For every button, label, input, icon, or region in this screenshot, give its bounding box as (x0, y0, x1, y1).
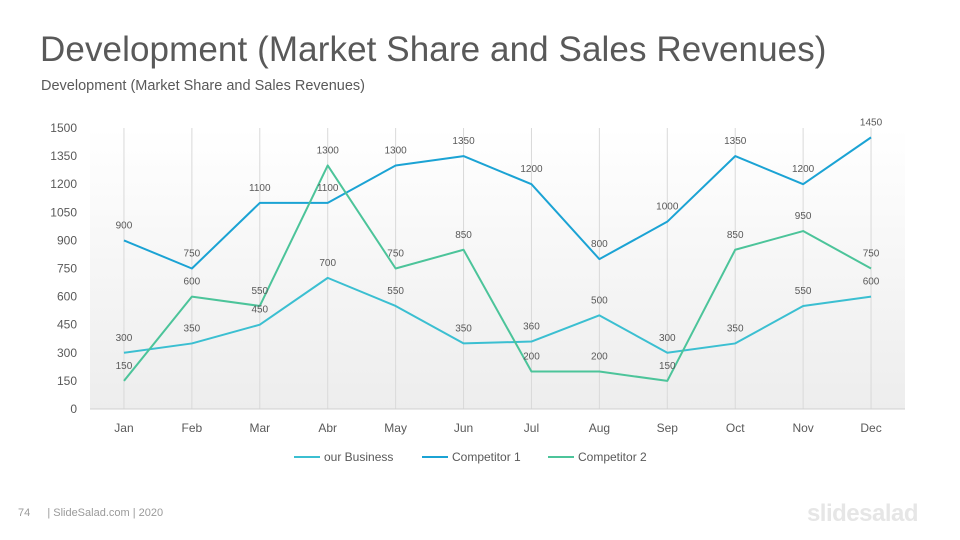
x-tick-label: Mar (249, 421, 270, 435)
data-label: 850 (455, 230, 472, 241)
data-label: 550 (387, 286, 404, 297)
data-label: 1350 (452, 136, 475, 147)
data-label: 1100 (249, 183, 271, 194)
data-label: 450 (251, 305, 268, 316)
data-label: 200 (523, 352, 540, 363)
data-label: 300 (659, 333, 676, 344)
x-axis: Jan Feb Mar Abr May Jun Jul Aug Sep Oct Nov Dec (114, 421, 881, 435)
data-label: 700 (319, 258, 336, 269)
data-label: 800 (591, 239, 608, 250)
data-label: 950 (795, 211, 812, 222)
x-tick-label: Oct (726, 421, 745, 435)
data-label: 300 (116, 333, 133, 344)
data-label: 550 (795, 286, 812, 297)
data-label: 1000 (656, 202, 679, 213)
y-tick-label: 900 (57, 233, 77, 247)
series-line-competitor_2 (123, 164, 872, 382)
y-tick-label: 1500 (50, 121, 77, 135)
data-label: 360 (523, 322, 540, 333)
x-tick-label: Jun (454, 421, 473, 435)
x-tick-label: Jul (524, 421, 539, 435)
data-labels: 300 350 450 700 550 350 360 500 300 350 550 600 900 7… (116, 117, 883, 372)
data-label: 1450 (860, 117, 883, 128)
data-label: 600 (863, 277, 880, 288)
x-tick-label: Aug (589, 421, 610, 435)
y-tick-label: 1050 (50, 205, 77, 219)
slide-subtitle: Development (Market Share and Sales Reve… (41, 78, 365, 94)
legend: our Business Competitor 1 Competitor 2 (294, 450, 647, 464)
data-label: 750 (387, 249, 404, 260)
x-tick-label: May (384, 421, 407, 435)
x-tick-label: Nov (792, 421, 813, 435)
slide-title: Development (Market Share and Sales Reve… (40, 30, 827, 69)
data-label: 750 (863, 249, 880, 260)
footer-text: | SlideSalad.com | 2020 (47, 507, 164, 519)
y-tick-label: 450 (57, 318, 77, 332)
series-line-our_business (123, 276, 872, 354)
y-tick-label: 1200 (50, 177, 77, 191)
y-tick-label: 300 (57, 346, 77, 360)
data-label: 900 (116, 220, 133, 231)
y-axis: 0 150 300 450 600 750 900 1050 1200 1350 1500 (50, 121, 77, 416)
data-label: 1300 (317, 145, 340, 156)
data-label: 1200 (520, 164, 543, 175)
data-label: 550 (251, 286, 268, 297)
footer: 74 | SlideSalad.com | 2020 (18, 507, 163, 519)
x-tick-label: Jan (114, 421, 133, 435)
legend-item-competitor_2: Competitor 2 (548, 450, 647, 464)
data-label: 350 (455, 323, 472, 334)
data-label: 1350 (724, 136, 747, 147)
x-tick-label: Feb (182, 421, 203, 435)
y-tick-label: 150 (57, 374, 77, 388)
series-lines (123, 136, 872, 382)
gridlines (90, 128, 905, 410)
data-label: 850 (727, 230, 744, 241)
legend-label: Competitor 1 (452, 450, 521, 464)
data-label: 500 (591, 295, 608, 306)
data-label: 600 (184, 277, 201, 288)
data-label: 350 (184, 323, 201, 334)
y-tick-label: 600 (57, 290, 77, 304)
legend-item-our_business: our Business (294, 450, 393, 464)
series-line-competitor_1 (123, 136, 872, 270)
data-label: 1100 (317, 183, 339, 194)
data-label: 150 (659, 361, 676, 372)
x-tick-label: Sep (657, 421, 679, 435)
data-label: 1300 (385, 145, 408, 156)
legend-label: Competitor 2 (578, 450, 647, 464)
data-label: 150 (116, 361, 133, 372)
page-number: 74 (18, 507, 31, 519)
legend-label: our Business (324, 450, 393, 464)
y-tick-label: 0 (70, 402, 77, 416)
data-label: 350 (727, 323, 744, 334)
brand-logo: slidesalad (806, 500, 919, 527)
x-tick-label: Abr (318, 421, 337, 435)
plot-area (90, 128, 905, 409)
legend-item-competitor_1: Competitor 1 (422, 450, 521, 464)
y-tick-label: 1350 (50, 149, 77, 163)
y-tick-label: 750 (57, 262, 77, 276)
data-label: 750 (184, 249, 201, 260)
data-label: 200 (591, 352, 608, 363)
x-tick-label: Dec (860, 421, 881, 435)
data-label: 1200 (792, 164, 815, 175)
